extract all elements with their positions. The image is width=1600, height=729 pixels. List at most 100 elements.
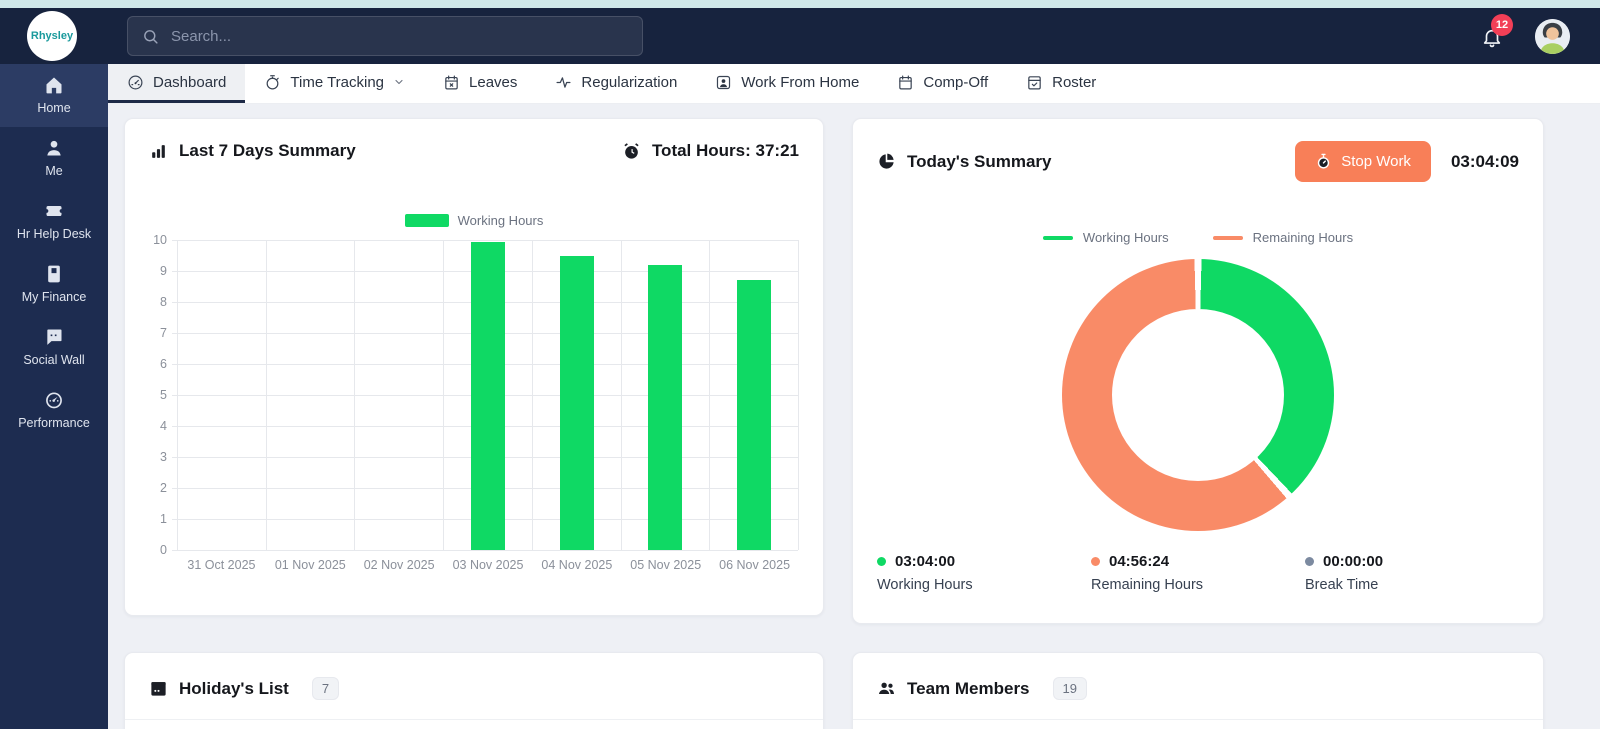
stat-remaining-hours: 04:56:24 Remaining Hours bbox=[1091, 553, 1305, 593]
sidebar-item-hr-help-desk[interactable]: Hr Help Desk bbox=[0, 190, 108, 253]
stat-time: 04:56:24 bbox=[1109, 553, 1170, 570]
x-axis-label: 06 Nov 2025 bbox=[719, 558, 791, 572]
stat-dot bbox=[877, 557, 886, 566]
y-axis-tick: 4 bbox=[160, 419, 167, 433]
gauge-icon bbox=[44, 390, 64, 410]
stat-break-time: 00:00:00 Break Time bbox=[1305, 553, 1519, 593]
activity-icon bbox=[555, 74, 572, 91]
notifications-button[interactable]: 12 bbox=[1481, 14, 1513, 49]
sidebar-item-home[interactable]: Home bbox=[0, 64, 108, 127]
y-axis-tick: 6 bbox=[160, 357, 167, 371]
tab-time-tracking[interactable]: Time Tracking bbox=[245, 64, 424, 103]
stat-dot bbox=[1091, 557, 1100, 566]
y-axis-tick: 9 bbox=[160, 264, 167, 278]
x-axis-label: 01 Nov 2025 bbox=[274, 558, 346, 572]
sidebar-item-my-finance[interactable]: My Finance bbox=[0, 253, 108, 316]
sidebar-item-social-wall[interactable]: Social Wall bbox=[0, 316, 108, 379]
tab-label: Time Tracking bbox=[290, 73, 385, 91]
y-axis-tick: 3 bbox=[160, 450, 167, 464]
holidays-count-badge: 7 bbox=[311, 677, 340, 700]
ticket-icon bbox=[44, 201, 64, 221]
y-axis-tick: 5 bbox=[160, 388, 167, 402]
legend-label-remaining: Remaining Hours bbox=[1252, 230, 1354, 245]
calendar-check-icon bbox=[1026, 74, 1043, 91]
sidebar: Home Me Hr Help Desk My Finance Social Wall P… bbox=[0, 64, 108, 729]
calendar-icon bbox=[151, 682, 166, 696]
tab-label: Comp-Off bbox=[923, 73, 989, 91]
stop-work-label: Stop Work bbox=[1341, 153, 1411, 170]
avatar[interactable] bbox=[1535, 18, 1570, 54]
stat-working-hours: 03:04:00 Working Hours bbox=[877, 553, 1091, 593]
team-members-card: Team Members 19 bbox=[852, 652, 1544, 729]
card-title-last7: Last 7 Days Summary bbox=[179, 141, 356, 160]
stopwatch-icon bbox=[264, 74, 281, 91]
sidebar-item-performance[interactable]: Performance bbox=[0, 379, 108, 442]
sidebar-item-label: Hr Help Desk bbox=[16, 227, 92, 241]
legend-dash-working bbox=[1042, 235, 1073, 240]
tab-roster[interactable]: Roster bbox=[1007, 64, 1115, 103]
tab-work-from-home[interactable]: Work From Home bbox=[696, 64, 878, 103]
calendar-x-icon bbox=[443, 74, 460, 91]
working-hours-bar-chart: 0 1 2 3 4 5 6 7 8 9 10 bbox=[137, 233, 799, 557]
last-7-days-card: Last 7 Days Summary Total Hours: 37:21 W… bbox=[124, 118, 824, 616]
search-icon bbox=[144, 29, 158, 44]
x-axis-label: 31 Oct 2025 bbox=[187, 558, 256, 572]
team-icon bbox=[878, 682, 895, 695]
legend-dash-remaining bbox=[1212, 235, 1243, 240]
tab-regularization[interactable]: Regularization bbox=[536, 64, 696, 103]
y-axis-tick: 0 bbox=[160, 543, 167, 557]
working-hours-bar bbox=[648, 264, 683, 550]
tab-label: Dashboard bbox=[153, 73, 227, 91]
avatar-image bbox=[1535, 18, 1570, 54]
working-hours-bar bbox=[471, 241, 506, 550]
tab-label: Work From Home bbox=[741, 73, 860, 91]
calendar-icon bbox=[897, 74, 914, 91]
sidebar-item-label: Performance bbox=[18, 416, 90, 430]
legend-label-working-hours: Working Hours bbox=[457, 213, 544, 228]
legend-swatch-working-hours bbox=[404, 214, 449, 227]
main-content: Last 7 Days Summary Total Hours: 37:21 W… bbox=[108, 104, 1600, 729]
search-box[interactable] bbox=[127, 16, 643, 56]
user-icon bbox=[44, 138, 64, 158]
working-hours-bar bbox=[559, 255, 594, 550]
holidays-list-card: Holiday's List 7 bbox=[124, 652, 824, 729]
top-accent-strip bbox=[0, 0, 1600, 8]
tab-label: Roster bbox=[1052, 73, 1097, 91]
x-axis-label: 04 Nov 2025 bbox=[541, 558, 613, 572]
y-axis-tick: 7 bbox=[160, 326, 167, 340]
logo-text: Rhysley bbox=[30, 30, 74, 42]
search-input[interactable] bbox=[171, 27, 628, 45]
work-timer: 03:04:09 bbox=[1450, 151, 1519, 171]
donut-legend: Working Hours Remaining Hours bbox=[853, 230, 1543, 245]
chat-icon bbox=[44, 327, 64, 347]
tabbar: Dashboard Time Tracking Leaves Regularizati… bbox=[108, 64, 1600, 104]
stop-work-button[interactable]: Stop Work bbox=[1295, 141, 1431, 182]
x-axis-label: 02 Nov 2025 bbox=[363, 558, 435, 572]
company-logo[interactable]: Rhysley bbox=[27, 11, 77, 61]
tab-label: Regularization bbox=[581, 73, 678, 91]
y-axis-tick: 10 bbox=[153, 233, 167, 247]
stat-time: 03:04:00 bbox=[895, 553, 956, 570]
topbar: Rhysley 12 bbox=[0, 8, 1600, 64]
tab-dashboard[interactable]: Dashboard bbox=[108, 64, 246, 103]
working-hours-bar bbox=[737, 280, 772, 550]
user-frame-icon bbox=[715, 74, 732, 91]
x-axis-label: 03 Nov 2025 bbox=[452, 558, 524, 572]
stat-label: Working Hours bbox=[877, 577, 973, 593]
card-title-today: Today's Summary bbox=[907, 151, 1052, 171]
stat-dot bbox=[1305, 557, 1314, 566]
notification-count-badge: 12 bbox=[1491, 14, 1513, 36]
stat-label: Break Time bbox=[1305, 577, 1379, 593]
finance-icon bbox=[44, 264, 64, 284]
tab-comp-off[interactable]: Comp-Off bbox=[878, 64, 1007, 103]
card-title-team: Team Members bbox=[907, 678, 1030, 698]
donut-hole bbox=[1112, 309, 1284, 481]
legend-label-working: Working Hours bbox=[1082, 230, 1169, 245]
bar-chart-plot-area bbox=[172, 239, 799, 551]
team-count-badge: 19 bbox=[1052, 677, 1087, 700]
alarm-clock-icon bbox=[624, 142, 639, 159]
sidebar-item-label: Me bbox=[45, 164, 63, 178]
sidebar-item-me[interactable]: Me bbox=[0, 127, 108, 190]
tab-leaves[interactable]: Leaves bbox=[424, 64, 536, 103]
total-hours-value: Total Hours: 37:21 bbox=[651, 141, 799, 160]
